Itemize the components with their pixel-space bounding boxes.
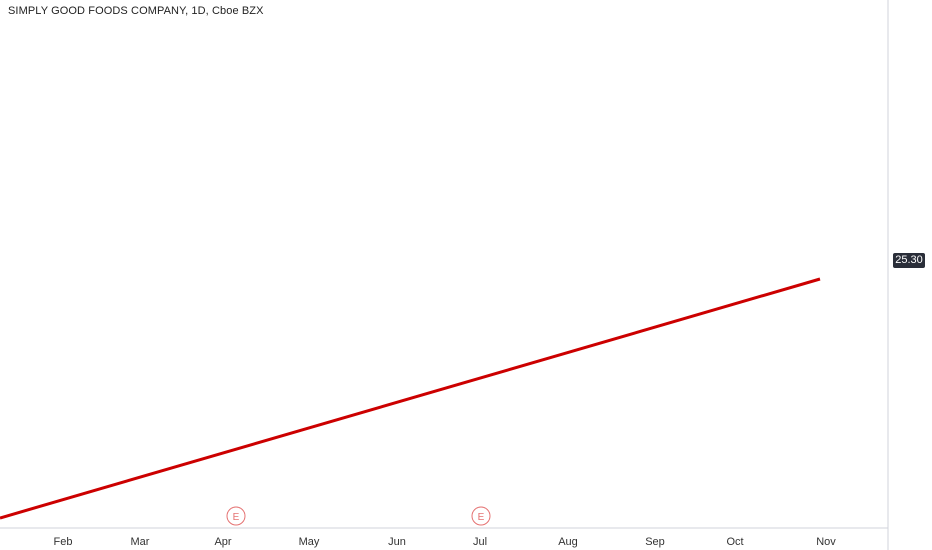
x-tick-label: Feb: [54, 536, 73, 548]
x-tick-label: Jul: [473, 536, 487, 548]
x-tick-label: Jun: [388, 536, 406, 548]
earnings-marker-label: E: [233, 512, 240, 523]
x-tick-label: Sep: [645, 536, 665, 548]
chart-title: SIMPLY GOOD FOODS COMPANY, 1D, Cboe BZX: [8, 5, 264, 17]
x-tick-label: May: [299, 536, 320, 548]
earnings-marker-icon: [471, 506, 491, 526]
x-tick-label: Aug: [558, 536, 578, 548]
x-tick-label: Mar: [131, 536, 150, 548]
x-tick-label: Nov: [816, 536, 836, 548]
x-tick-label: Apr: [214, 536, 231, 548]
x-tick-label: Oct: [726, 536, 743, 548]
trendline: [0, 277, 821, 520]
earnings-marker-icon: [226, 506, 246, 526]
last-price-tag: 25.30: [893, 253, 925, 268]
earnings-marker-label: E: [478, 512, 485, 523]
